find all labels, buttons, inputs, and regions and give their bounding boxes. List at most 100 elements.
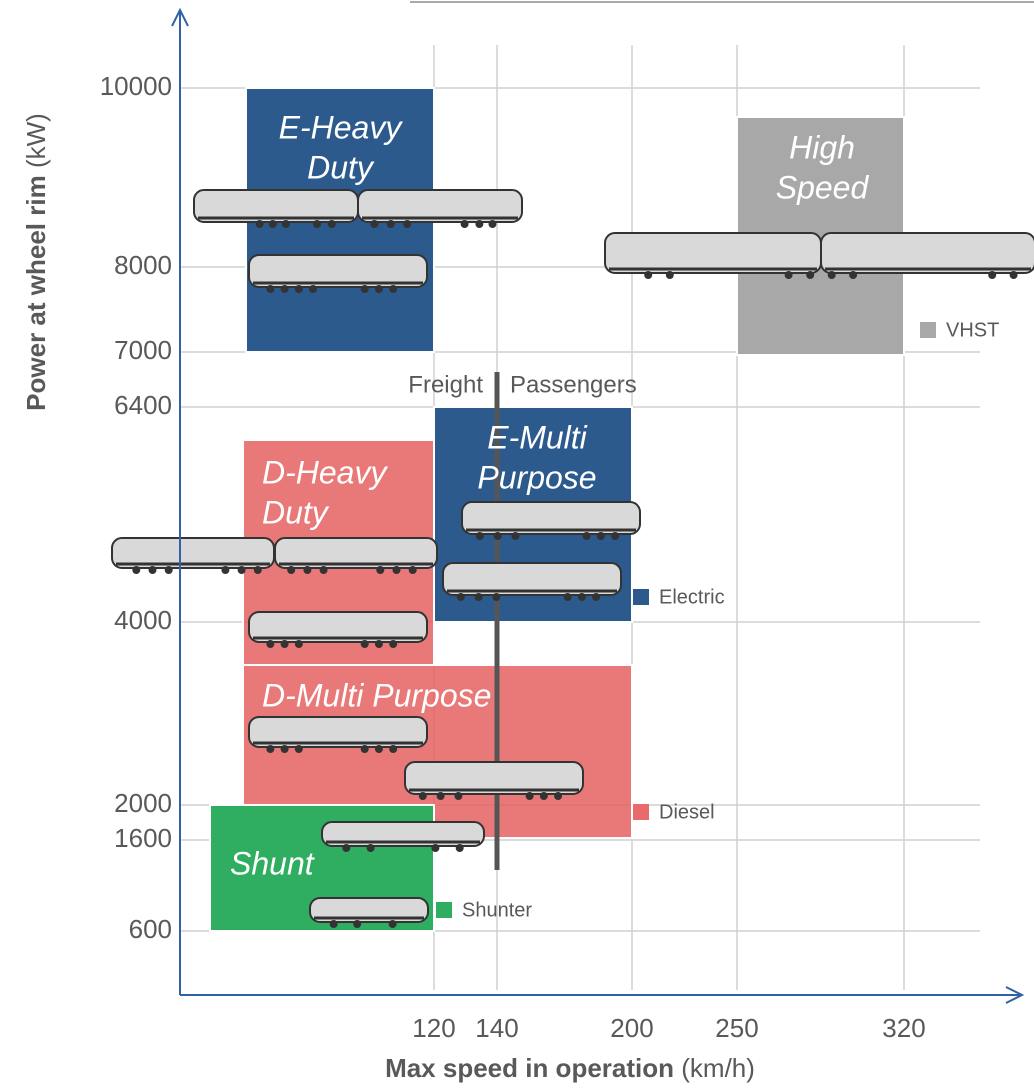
train-wheel xyxy=(583,532,591,540)
train-wheel xyxy=(578,593,586,601)
region-label: Speed xyxy=(776,169,870,205)
train-wheel xyxy=(511,532,519,540)
train-wheel xyxy=(389,285,397,293)
train-wheel xyxy=(370,220,378,228)
train-wheel xyxy=(375,640,383,648)
x-tick-label: 320 xyxy=(882,1013,925,1043)
y-tick-label: 8000 xyxy=(114,250,172,280)
x-tick-label: 140 xyxy=(475,1013,518,1043)
legend-swatch xyxy=(633,804,649,820)
legend-swatch xyxy=(436,902,452,918)
region-label: Shunt xyxy=(230,845,315,881)
train-wheel xyxy=(475,220,483,228)
region-label: Purpose xyxy=(477,459,596,495)
train-wheel xyxy=(361,745,369,753)
train-wheel xyxy=(238,566,246,574)
divider-left: Freight xyxy=(408,371,483,398)
train-wheel xyxy=(149,566,157,574)
x-axis-title: Max speed in operation (km/h) xyxy=(385,1053,755,1083)
region-label: Duty xyxy=(262,494,330,530)
y-tick-label: 6400 xyxy=(114,390,172,420)
train-wheel xyxy=(342,844,350,852)
train-wheel xyxy=(361,285,369,293)
train-wheel xyxy=(806,271,814,279)
train-wheel xyxy=(269,220,277,228)
train-wheel xyxy=(456,844,464,852)
y-tick-label: 2000 xyxy=(114,788,172,818)
legend-swatch xyxy=(633,589,649,605)
legend-swatch xyxy=(920,322,936,338)
x-tick-label: 120 xyxy=(412,1013,455,1043)
train-wheel xyxy=(475,593,483,601)
region-label: E-Heavy xyxy=(279,109,404,145)
legend-label: Shunter xyxy=(462,899,532,921)
train-body xyxy=(821,233,1034,273)
y-tick-label: 4000 xyxy=(114,605,172,635)
train-wheel xyxy=(666,271,674,279)
train-wheel xyxy=(644,271,652,279)
train-wheel xyxy=(132,566,140,574)
legend-label: Diesel xyxy=(659,801,715,823)
train-wheel xyxy=(281,745,289,753)
x-tick-label: 200 xyxy=(610,1013,653,1043)
y-axis-title: Power at wheel rim (kW) xyxy=(21,113,51,411)
train-wheel xyxy=(393,566,401,574)
y-tick-label: 1600 xyxy=(114,823,172,853)
train-wheel xyxy=(266,745,274,753)
train-wheel xyxy=(389,640,397,648)
train-wheel xyxy=(221,566,229,574)
train-wheel xyxy=(540,792,548,800)
train-wheel xyxy=(476,532,484,540)
train-wheel xyxy=(488,220,496,228)
train-wheel xyxy=(282,220,290,228)
train-wheel xyxy=(287,566,295,574)
train-wheel xyxy=(457,593,465,601)
y-tick-label: 600 xyxy=(129,914,172,944)
train-wheel xyxy=(554,792,562,800)
train-wheel xyxy=(165,566,173,574)
train-wheel xyxy=(389,745,397,753)
region-label: High xyxy=(789,129,855,165)
y-unit: (kW) xyxy=(21,113,51,168)
train-wheel xyxy=(437,792,445,800)
train-wheel xyxy=(256,220,264,228)
train-wheel xyxy=(611,532,619,540)
x-unit: (km/h) xyxy=(681,1053,755,1083)
train-wheel xyxy=(281,285,289,293)
train-wheel xyxy=(376,566,384,574)
train-wheel xyxy=(494,532,502,540)
train-wheel xyxy=(254,566,262,574)
train-wheel xyxy=(281,640,289,648)
train-body xyxy=(605,233,821,273)
train-wheel xyxy=(1010,271,1018,279)
train-wheel xyxy=(849,271,857,279)
train-wheel xyxy=(375,285,383,293)
train-wheel xyxy=(431,844,439,852)
train-wheel xyxy=(320,566,328,574)
train-wheel xyxy=(387,220,395,228)
train-wheel xyxy=(419,792,427,800)
region-label: D-Multi Purpose xyxy=(262,677,491,713)
region-label: D-Heavy xyxy=(262,454,388,490)
train-wheel xyxy=(295,285,303,293)
train-wheel xyxy=(367,844,375,852)
diagram: 1000080007000640040002000160060012014020… xyxy=(0,0,1034,1088)
region-label: Duty xyxy=(307,149,375,185)
train-wheel xyxy=(375,745,383,753)
train-wheel xyxy=(409,566,417,574)
train-wheel xyxy=(330,920,338,928)
train-wheel xyxy=(309,285,317,293)
train-wheel xyxy=(353,920,361,928)
train-wheel xyxy=(328,220,336,228)
train-wheel xyxy=(389,920,397,928)
train-wheel xyxy=(592,593,600,601)
train-wheel xyxy=(313,220,321,228)
train-wheel xyxy=(303,566,311,574)
y-tick-label: 10000 xyxy=(100,71,172,101)
train-wheel xyxy=(785,271,793,279)
legend-label: VHST xyxy=(946,319,999,341)
y-title: Power at wheel rim xyxy=(21,175,51,411)
train-wheel xyxy=(454,792,462,800)
legend-label: Electric xyxy=(659,586,725,608)
train-wheel xyxy=(266,640,274,648)
